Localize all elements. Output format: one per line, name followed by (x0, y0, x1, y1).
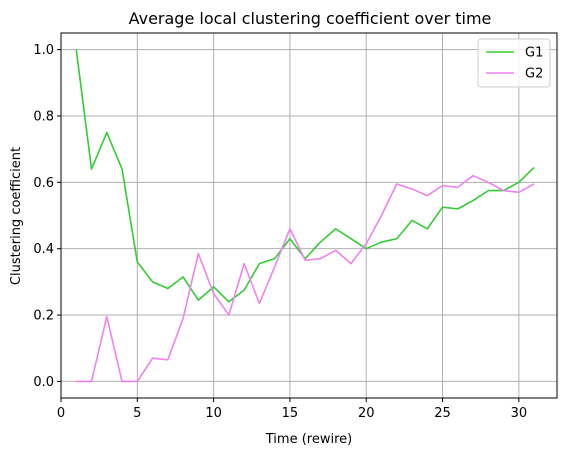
y-tick-label: 0.6 (33, 176, 54, 191)
y-tick-label: 0.4 (33, 242, 54, 257)
x-tick-label: 15 (282, 406, 299, 421)
legend-label: G1 (525, 46, 543, 61)
x-axis-ticks: 0 5 10 15 20 25 30 (57, 398, 527, 421)
legend-box (477, 38, 551, 88)
y-tick-label: 0.2 (33, 309, 54, 324)
chart-title: Average local clustering coefficient ove… (129, 9, 492, 28)
y-axis-ticks: 0.0 0.2 0.4 0.6 0.8 1.0 (33, 43, 61, 390)
x-tick-label: 5 (133, 406, 141, 421)
y-tick-label: 1.0 (33, 43, 54, 58)
legend-label: G2 (525, 67, 543, 82)
x-tick-label: 0 (57, 406, 65, 421)
series-lines (75, 49, 535, 383)
y-tick-label: 0.8 (33, 109, 54, 124)
x-axis-label: Time (rewire) (265, 432, 352, 447)
grid-lines (60, 33, 557, 398)
series-line-g2 (76, 174, 535, 383)
y-tick-label: 0.0 (33, 375, 54, 390)
x-tick-label: 30 (511, 406, 528, 421)
x-tick-label: 10 (205, 406, 222, 421)
plot-area (60, 32, 558, 399)
x-tick-label: 20 (358, 406, 375, 421)
y-axis-label: Clustering coefficient (9, 147, 24, 285)
x-tick-label: 25 (434, 406, 451, 421)
series-line-g1 (75, 49, 535, 303)
